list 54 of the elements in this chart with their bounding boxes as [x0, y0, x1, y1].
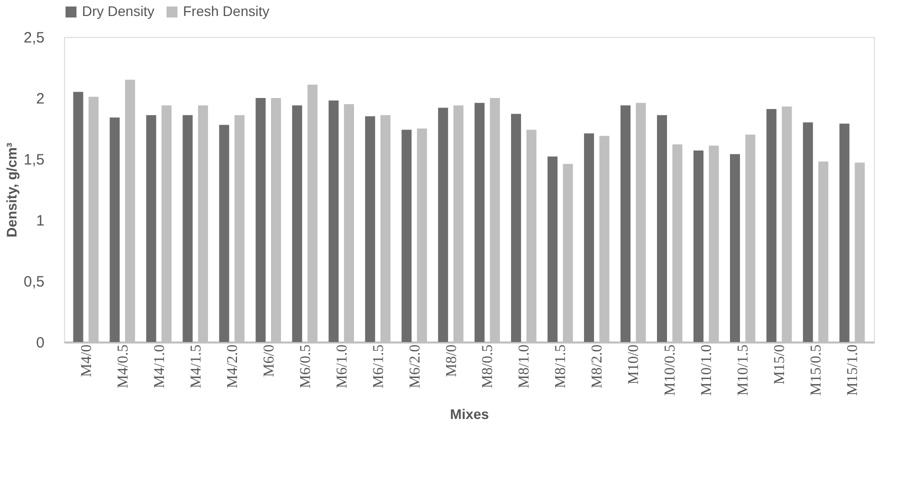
x-tick-label: M8/1.5: [553, 344, 570, 388]
y-tick-label: 2,5: [24, 30, 44, 46]
bar: [365, 116, 376, 342]
bar: [256, 98, 266, 342]
y-tick-label: 0: [36, 334, 44, 352]
x-tick-label: M15/0: [772, 344, 788, 385]
bar: [548, 156, 558, 342]
x-tick-label: M10/1.5: [736, 344, 752, 396]
bar: [328, 100, 339, 342]
y-tick-label: 1,5: [24, 152, 44, 168]
y-axis-title: Density, g/cm³: [4, 142, 20, 238]
x-tick-label: M4/2.0: [224, 344, 241, 388]
bar: [766, 108, 776, 342]
bar: [511, 114, 522, 342]
legend-label: Dry Density: [82, 3, 154, 19]
bar: [620, 105, 631, 342]
bar: [438, 108, 448, 342]
x-axis-title: Mixes: [450, 406, 490, 422]
x-tick-label: M8/0: [444, 344, 460, 378]
bar: [730, 154, 740, 342]
x-tick-label: M10/0.5: [662, 344, 679, 396]
y-tick-label: 0,5: [24, 274, 44, 290]
x-tick-label: M4/0: [78, 344, 95, 378]
x-tick-label: M6/0.5: [298, 344, 314, 388]
x-tick-label: M15/0.5: [808, 344, 825, 396]
x-tick-label: M4/1.0: [152, 344, 168, 388]
bar: [839, 124, 850, 342]
x-tick-label: M8/0.5: [480, 344, 496, 388]
bar: [656, 115, 667, 342]
bar: [73, 92, 84, 342]
bar: [693, 150, 704, 342]
bar: [182, 115, 193, 342]
x-tick-label: M6/1.0: [334, 344, 350, 388]
bar: [146, 115, 156, 342]
x-tick-label: M8/2.0: [590, 344, 606, 388]
x-tick-label: M10/1.0: [699, 344, 716, 396]
x-tick-label: M6/1.5: [370, 344, 387, 388]
x-tick-label: M6/2.0: [407, 344, 424, 388]
y-tick-label: 1: [36, 212, 44, 230]
x-tick-label: M10/0: [626, 344, 642, 385]
y-tick-label: 2: [36, 90, 44, 108]
bar: [402, 130, 412, 342]
bar: [474, 102, 485, 342]
bar: [802, 122, 813, 342]
x-tick-label: M8/1.0: [516, 344, 533, 388]
x-tick-label: M6/0: [261, 344, 278, 378]
bar: [292, 105, 302, 342]
bar: [584, 133, 594, 342]
x-tick-label: M4/1.5: [188, 344, 204, 388]
x-tick-label: M15/1.0: [845, 344, 862, 396]
x-tick-label: M4/0.5: [115, 344, 132, 388]
legend-label: Fresh Density: [183, 3, 270, 19]
bar: [219, 124, 230, 342]
bar: [110, 118, 120, 342]
